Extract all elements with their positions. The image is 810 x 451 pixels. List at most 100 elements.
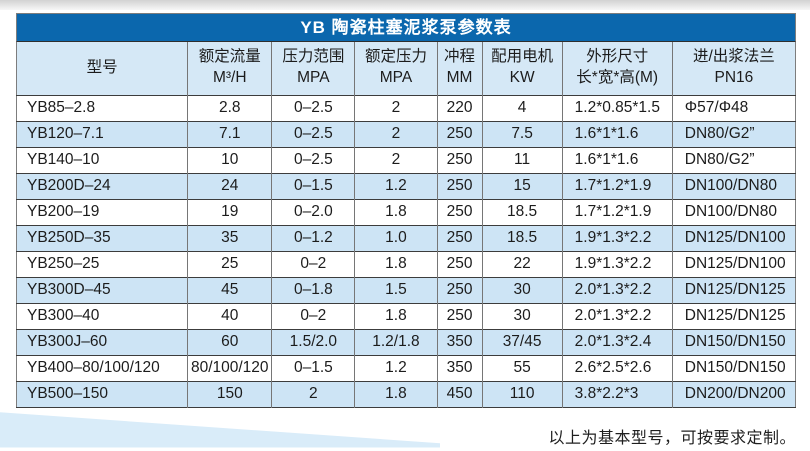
value-cell: 80/100/120 xyxy=(187,354,272,381)
value-cell: 1.2 xyxy=(354,172,437,199)
value-cell: 1.6*1*1.6 xyxy=(561,120,673,147)
column-header: 压力范围 MPA xyxy=(271,42,355,95)
value-cell: 45 xyxy=(187,276,272,303)
value-cell: 250 xyxy=(436,146,483,173)
header-row: 型号 额定流量 M³/H 压力范围 MPA 额定压力 MPA 冲程 MM 配用电机 KW 外形尺寸长*… xyxy=(16,42,796,95)
model-cell: YB85–2.8 xyxy=(16,94,188,121)
value-cell: 1.8 xyxy=(354,302,437,329)
value-cell: 250 xyxy=(436,250,483,277)
value-cell: 0–2.5 xyxy=(271,120,355,147)
value-cell: DN150/DN150 xyxy=(671,354,796,381)
table-title: YB 陶瓷柱塞泥浆泵参数表 xyxy=(16,13,796,42)
column-header: 额定流量 M³/H xyxy=(187,42,272,95)
value-cell: 3.8*2.2*3 xyxy=(561,380,673,407)
value-cell: 24 xyxy=(187,172,272,199)
decorative-wedge xyxy=(0,412,440,448)
value-cell: 350 xyxy=(436,328,483,355)
value-cell: DN200/DN200 xyxy=(671,380,796,407)
value-cell: 250 xyxy=(436,120,483,147)
value-cell: 1.5 xyxy=(354,276,437,303)
value-cell: 37/45 xyxy=(481,328,563,355)
model-cell: YB250–25 xyxy=(16,250,188,277)
value-cell: 11 xyxy=(481,146,563,173)
table-row: YB300D–45 45 0–1.8 1.5 250 30 2.0*1.3*2.2 DN125… xyxy=(16,276,796,303)
column-header-line2: MPA xyxy=(379,69,413,87)
value-cell: 19 xyxy=(187,198,272,225)
value-cell: 250 xyxy=(436,172,483,199)
column-header-line1: 外形尺寸 xyxy=(586,48,649,66)
value-cell: 30 xyxy=(481,302,563,329)
value-cell: 7.5 xyxy=(481,120,563,147)
value-cell: 30 xyxy=(481,276,563,303)
table-row: YB300J–60 60 1.5/2.0 1.2/1.8 350 37/45 2.0*1.3… xyxy=(16,328,796,355)
model-cell: YB500–150 xyxy=(16,380,188,407)
table-row: YB85–2.8 2.8 0–2.5 2 220 4 1.2*0.85*1.5 Φ57/Φ48 xyxy=(16,94,796,121)
value-cell: 0–2.5 xyxy=(271,146,355,173)
value-cell: DN80/G2” xyxy=(671,120,796,147)
value-cell: 350 xyxy=(436,354,483,381)
column-header: 冲程 MM xyxy=(436,42,483,95)
value-cell: 150 xyxy=(187,380,272,407)
column-header: 进/出浆法兰 PN16 xyxy=(671,42,796,95)
value-cell: 0–2.5 xyxy=(271,94,355,121)
value-cell: 250 xyxy=(436,276,483,303)
value-cell: 1.2/1.8 xyxy=(354,328,437,355)
value-cell: 1.5/2.0 xyxy=(271,328,355,355)
value-cell: 18.5 xyxy=(481,198,563,225)
column-header-line2: MPA xyxy=(297,69,330,87)
value-cell: 55 xyxy=(481,354,563,381)
value-cell: 1.7*1.2*1.9 xyxy=(561,172,673,199)
value-cell: 450 xyxy=(436,380,483,407)
value-cell: DN125/DN100 xyxy=(671,250,796,277)
value-cell: 250 xyxy=(436,224,483,251)
column-header-line2: 长*宽*高(M) xyxy=(576,69,659,87)
table-row: YB200–19 19 0–2.0 1.8 250 18.5 1.7*1.2*1.9 DN10… xyxy=(16,198,796,225)
value-cell: 18.5 xyxy=(481,224,563,251)
value-cell: 1.2*0.85*1.5 xyxy=(561,94,673,121)
model-cell: YB140–10 xyxy=(16,146,188,173)
model-cell: YB300D–45 xyxy=(16,276,188,303)
value-cell: 1.2 xyxy=(354,354,437,381)
column-header-line1: 配用电机 xyxy=(491,48,554,66)
model-cell: YB120–7.1 xyxy=(16,120,188,147)
value-cell: 1.0 xyxy=(354,224,437,251)
model-cell: YB300–40 xyxy=(16,302,188,329)
value-cell: Φ57/Φ48 xyxy=(671,94,796,121)
value-cell: 2.6*2.5*2.6 xyxy=(561,354,673,381)
value-cell: 1.9*1.3*2.2 xyxy=(561,250,673,277)
value-cell: 2.0*1.3*2.4 xyxy=(561,328,673,355)
value-cell: 10 xyxy=(187,146,272,173)
value-cell: 7.1 xyxy=(187,120,272,147)
value-cell: 0–2 xyxy=(271,302,355,329)
column-header-line2: MM xyxy=(446,69,473,87)
value-cell: 1.8 xyxy=(354,198,437,225)
column-header-line2: KW xyxy=(509,69,535,87)
value-cell: 250 xyxy=(436,198,483,225)
table-row: YB200D–24 24 0–1.5 1.2 250 15 1.7*1.2*1.9 DN100… xyxy=(16,172,796,199)
table-body: YB85–2.8 2.8 0–2.5 2 220 4 1.2*0.85*1.5 Φ57/Φ48… xyxy=(16,94,796,407)
value-cell: DN125/DN125 xyxy=(671,302,796,329)
value-cell: 22 xyxy=(481,250,563,277)
value-cell: 1.7*1.2*1.9 xyxy=(561,198,673,225)
column-header: 额定压力 MPA xyxy=(354,42,437,95)
pump-spec-table: YB 陶瓷柱塞泥浆泵参数表 型号 额定流量 M³/H 压力范围 MPA 额定压力 MPA 冲程… xyxy=(16,13,796,408)
value-cell: 1.6*1*1.6 xyxy=(561,146,673,173)
column-header-line1: 冲程 xyxy=(444,48,476,66)
value-cell: 1.9*1.3*2.2 xyxy=(561,224,673,251)
table-row: YB300–40 40 0–2 1.8 250 30 2.0*1.3*2.2 DN125/DN… xyxy=(16,302,796,329)
model-cell: YB200D–24 xyxy=(16,172,188,199)
model-cell: YB200–19 xyxy=(16,198,188,225)
column-header-line1: 额定压力 xyxy=(364,48,427,66)
column-header: 型号 xyxy=(16,42,188,95)
value-cell: 250 xyxy=(436,302,483,329)
value-cell: DN125/DN100 xyxy=(671,224,796,251)
value-cell: DN100/DN80 xyxy=(671,172,796,199)
value-cell: 0–1.5 xyxy=(271,172,355,199)
table-row: YB400–80/100/120 80/100/120 0–1.5 1.2 350 55 2… xyxy=(16,354,796,381)
value-cell: 0–1.2 xyxy=(271,224,355,251)
value-cell: DN80/G2” xyxy=(671,146,796,173)
table-row: YB120–7.1 7.1 0–2.5 2 250 7.5 1.6*1*1.6 DN80/G2… xyxy=(16,120,796,147)
value-cell: 1.8 xyxy=(354,250,437,277)
value-cell: DN125/DN125 xyxy=(671,276,796,303)
value-cell: 2 xyxy=(354,146,437,173)
